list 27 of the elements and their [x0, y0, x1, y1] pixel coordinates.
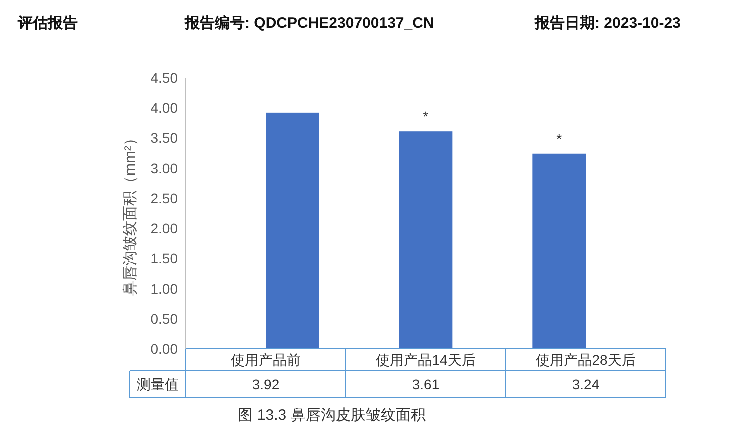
y-tick-label: 4.00 [150, 100, 178, 116]
y-tick-label: 3.00 [150, 160, 178, 176]
y-tick-label: 3.50 [150, 130, 178, 146]
x-tick-label: 使用产品28天后 [536, 352, 636, 368]
annotation: * [423, 108, 430, 125]
x-tick-label: 使用产品14天后 [376, 352, 476, 368]
text: 测量值 [137, 376, 179, 392]
y-tick-label: 1.00 [150, 280, 178, 297]
y-tick-label: 0.00 [150, 341, 178, 357]
text: 报告日期: 2023-10-23 [534, 15, 681, 32]
text: 评估报告 [17, 15, 78, 32]
text: 报告编号: QDCPCHE230700137_CN [184, 15, 434, 32]
bar [532, 154, 586, 349]
data-label: 3.61 [412, 376, 440, 392]
data-label: 3.92 [252, 376, 280, 392]
y-tick-label: 2.50 [150, 190, 178, 206]
y-axis-title: 鼻唇沟皱纹面积（mm²） [122, 131, 139, 296]
x-tick-label: 使用产品前 [231, 352, 301, 368]
y-tick-label: 0.50 [150, 310, 178, 327]
data-label: 3.24 [572, 376, 600, 392]
annotation: * [556, 130, 563, 147]
bar [399, 132, 453, 349]
y-tick-label: 1.50 [150, 250, 178, 267]
y-tick-label: 4.50 [150, 70, 178, 86]
y-tick-label: 2.00 [150, 220, 178, 237]
text: 图 13.3 鼻唇沟皮肤皱纹面积 [238, 407, 426, 424]
bar [266, 112, 320, 349]
